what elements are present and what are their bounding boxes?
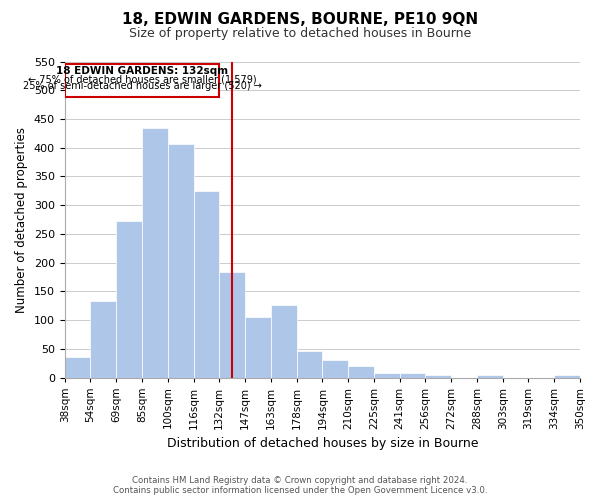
- Text: 25% of semi-detached houses are larger (520) →: 25% of semi-detached houses are larger (…: [23, 81, 262, 91]
- Bar: [271, 305, 296, 378]
- Bar: [554, 374, 580, 378]
- X-axis label: Distribution of detached houses by size in Bourne: Distribution of detached houses by size …: [167, 437, 478, 450]
- Bar: [348, 366, 374, 378]
- Bar: [219, 272, 245, 378]
- Bar: [91, 301, 116, 378]
- Bar: [142, 128, 168, 378]
- Bar: [400, 373, 425, 378]
- Text: ← 75% of detached houses are smaller (1,579): ← 75% of detached houses are smaller (1,…: [28, 74, 256, 84]
- FancyBboxPatch shape: [65, 64, 219, 97]
- Bar: [116, 220, 142, 378]
- Bar: [374, 373, 400, 378]
- Text: 18, EDWIN GARDENS, BOURNE, PE10 9QN: 18, EDWIN GARDENS, BOURNE, PE10 9QN: [122, 12, 478, 28]
- Bar: [425, 374, 451, 378]
- Bar: [322, 360, 348, 378]
- Bar: [245, 317, 271, 378]
- Text: Size of property relative to detached houses in Bourne: Size of property relative to detached ho…: [129, 28, 471, 40]
- Bar: [168, 144, 194, 378]
- Y-axis label: Number of detached properties: Number of detached properties: [15, 126, 28, 312]
- Text: 18 EDWIN GARDENS: 132sqm: 18 EDWIN GARDENS: 132sqm: [56, 66, 228, 76]
- Bar: [296, 351, 322, 378]
- Bar: [477, 374, 503, 378]
- Bar: [194, 192, 219, 378]
- Bar: [65, 358, 91, 378]
- Text: Contains HM Land Registry data © Crown copyright and database right 2024.
Contai: Contains HM Land Registry data © Crown c…: [113, 476, 487, 495]
